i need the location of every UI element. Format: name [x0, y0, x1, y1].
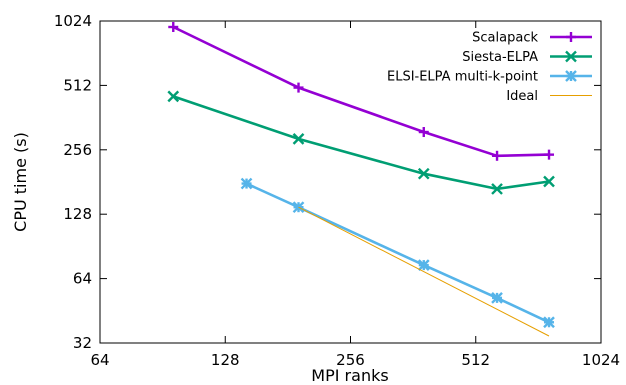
marker-stroke — [543, 316, 555, 329]
data-point — [417, 259, 430, 271]
y-tick-label: 64 — [73, 270, 92, 288]
y-axis-label: CPU time (s) — [11, 132, 30, 232]
data-point — [240, 177, 253, 190]
data-point — [293, 82, 304, 93]
x-tick-label: 512 — [461, 351, 490, 369]
x-tick-label: 64 — [90, 351, 109, 369]
marker-stroke — [565, 50, 577, 63]
marker-stroke — [417, 259, 430, 271]
data-point — [167, 90, 180, 103]
data-point — [292, 133, 305, 145]
series-line-scalapack — [172, 25, 550, 158]
data-point — [417, 167, 430, 180]
marker-stroke — [417, 167, 430, 180]
x-axis-label: MPI ranks — [311, 366, 388, 385]
marker-stroke — [565, 70, 577, 82]
data-point — [492, 150, 503, 161]
series-line-elsi-elpa-multi-k-point — [245, 182, 550, 324]
legend: Scalapack Siesta-ELPA ELSI-ELPA multi-k-po… — [387, 31, 592, 104]
series-line-ideal — [298, 206, 550, 337]
series-layer — [167, 21, 555, 337]
marker-stroke — [543, 175, 555, 188]
legend-marker — [565, 70, 577, 82]
data-point — [168, 21, 179, 32]
legend-marker — [565, 50, 577, 63]
y-tick-label: 32 — [73, 334, 92, 352]
y-axis-ticks: 32 64 128 256 512 1024 — [54, 12, 601, 352]
y-tick-label: 128 — [63, 205, 92, 223]
legend-label: Ideal — [506, 89, 538, 104]
data-point — [491, 183, 503, 195]
y-tick-label: 256 — [63, 141, 92, 159]
data-point — [543, 175, 555, 188]
legend-label: Scalapack — [472, 31, 538, 46]
marker-stroke — [491, 183, 503, 195]
legend-label: Siesta-ELPA — [462, 50, 538, 65]
data-point — [543, 316, 555, 329]
y-tick-label: 1024 — [54, 12, 92, 30]
x-tick-label: 256 — [336, 351, 365, 369]
marker-stroke — [167, 90, 180, 103]
data-point — [491, 292, 503, 304]
x-axis-ticks: 64 128 256 512 1024 — [90, 21, 620, 369]
marker-stroke — [491, 292, 503, 304]
y-tick-label: 512 — [63, 76, 92, 94]
legend-marker — [566, 32, 576, 42]
legend-label: ELSI-ELPA multi-k-point — [387, 70, 538, 85]
marker-stroke — [240, 177, 253, 190]
x-tick-label: 1024 — [582, 351, 620, 369]
data-point — [544, 149, 555, 160]
x-tick-label: 128 — [211, 351, 240, 369]
marker-stroke — [292, 133, 305, 145]
data-point — [418, 127, 429, 138]
